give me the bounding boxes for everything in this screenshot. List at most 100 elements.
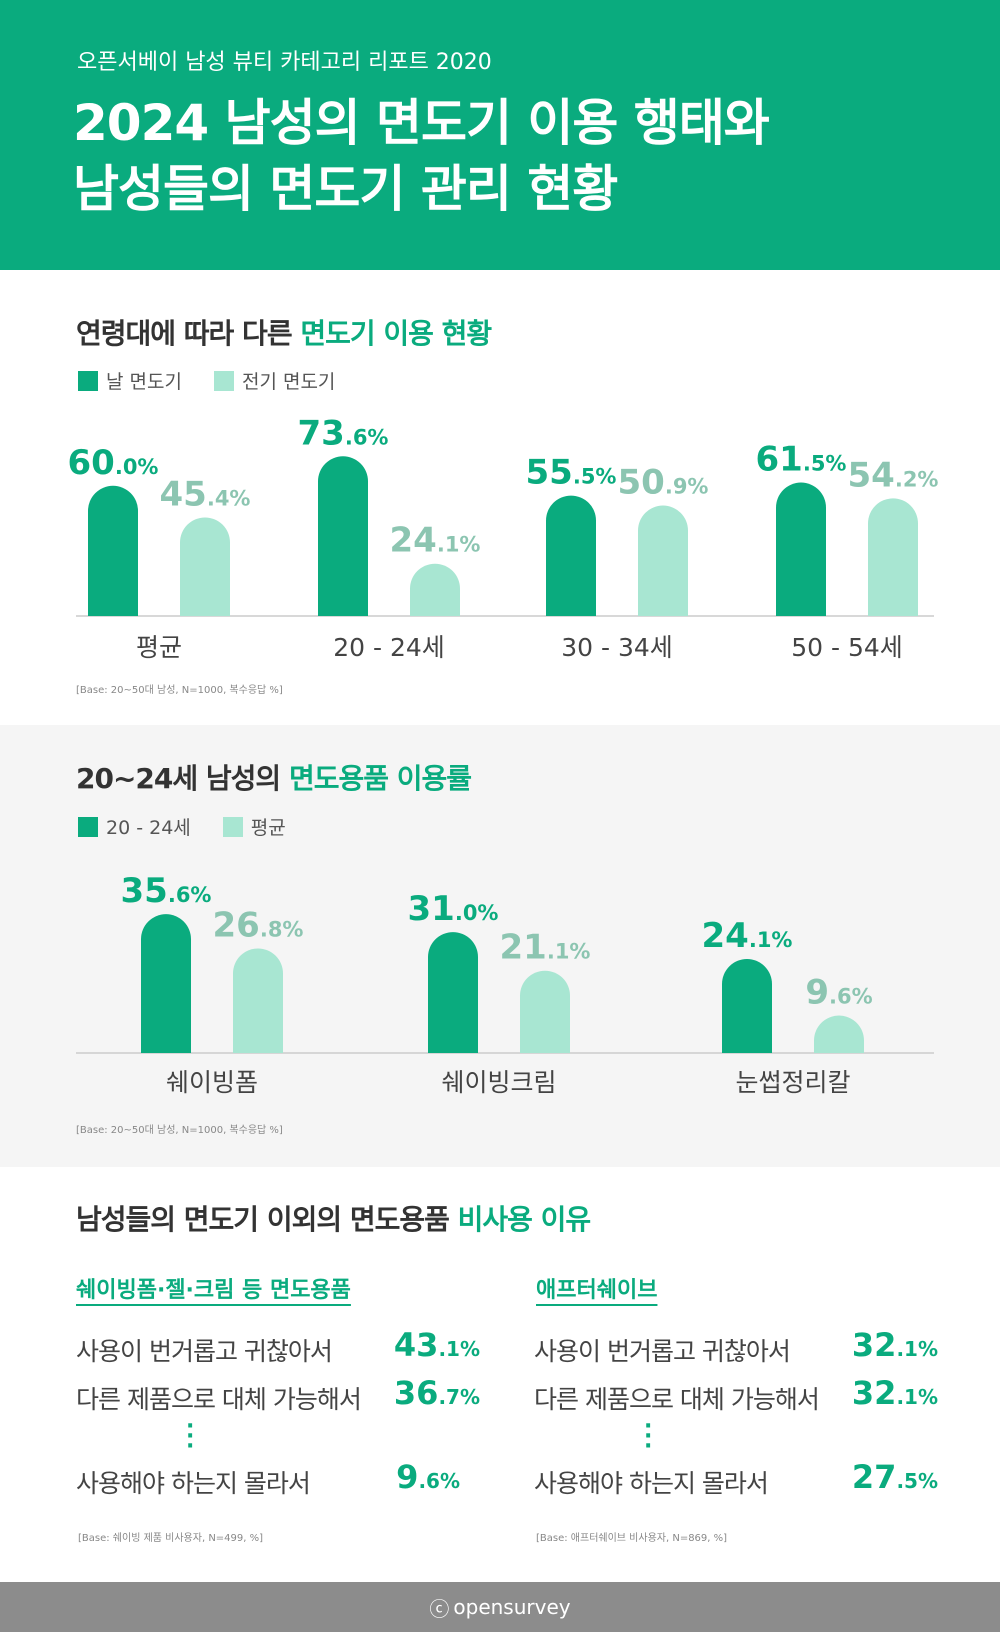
bar-secondary [868, 498, 918, 616]
category-label: 쉐이빙폼 [166, 1068, 258, 1097]
legend-label: 날 면도기 [106, 371, 182, 393]
bar-primary [776, 482, 826, 616]
percent-dec: .1% [896, 1337, 938, 1361]
percent-dec: .1% [896, 1385, 938, 1409]
percent-dec: .5% [896, 1469, 938, 1493]
section1-title-plain: 연령대에 따라 다른 [76, 317, 301, 350]
left-ellipsis-dots: · · · [186, 1414, 195, 1459]
right-column-title: 애프터쉐이브 [536, 1278, 658, 1303]
data-label: 35.6% [121, 871, 212, 911]
category-label: 20 - 24세 [333, 633, 445, 662]
copyright-mark: ⓒ [429, 1596, 450, 1621]
data-label: 55.5% [526, 453, 617, 493]
right-ellipsis-dots: · · · [644, 1414, 653, 1459]
bar-secondary [180, 517, 230, 616]
left-percent-1: 43.1% [360, 1326, 480, 1364]
section2-title-plain: 20~24세 남성의 [76, 762, 289, 795]
section2-title: 20~24세 남성의 면도용품 이용률 [76, 757, 472, 797]
category-label: 눈썹정리칼 [735, 1068, 850, 1097]
legend-swatch-dark [78, 816, 98, 837]
legend-label: 평균 [250, 817, 286, 839]
section3-title-highlight: 비사용 이유 [457, 1203, 592, 1236]
bar-primary [88, 485, 138, 616]
section1-title-highlight: 면도기 이용 현황 [300, 317, 492, 350]
data-label: 9.6% [805, 973, 872, 1013]
legend-label: 전기 면도기 [241, 371, 336, 393]
right-reason-2: 다른 제품으로 대체 가능해서 [534, 1385, 820, 1414]
section1-title: 연령대에 따라 다른 면도기 이용 현황 [76, 312, 492, 352]
section3-title-plain: 남성들의 면도기 이외의 면도용품 [76, 1203, 458, 1236]
title-line-1: 2024 남성의 면도기 이용 행태와 [73, 94, 770, 152]
legend-label: 20 - 24세 [106, 817, 191, 839]
legend-item-razor: 날 면도기 [78, 367, 182, 394]
legend-swatch-light [213, 370, 234, 391]
percent-int: 32 [851, 1326, 897, 1364]
percent-dec: .7% [438, 1385, 480, 1409]
legend-item-electric: 전기 면도기 [213, 367, 336, 394]
data-label: 54.2% [848, 455, 939, 495]
percent-dec: .1% [438, 1337, 480, 1361]
left-reason-1: 사용이 번거롭고 귀찮아서 [76, 1337, 333, 1366]
data-label: 31.0% [408, 889, 499, 929]
category-label: 30 - 34세 [561, 633, 673, 662]
right-reason-1: 사용이 번거롭고 귀찮아서 [534, 1337, 791, 1366]
data-label: 45.4% [160, 474, 251, 514]
bar-primary [546, 495, 596, 616]
header-banner: 오픈서베이 남성 뷰티 카테고리 리포트 2020 2024 남성의 면도기 이… [0, 0, 1000, 270]
report-subtitle: 오픈서베이 남성 뷰티 카테고리 리포트 2020 [77, 50, 492, 75]
percent-int: 27 [851, 1458, 897, 1496]
right-base-note: [Base: 애프터쉐이브 비사용자, N=869, %] [536, 1533, 728, 1544]
data-label: 61.5% [756, 440, 847, 480]
percent-int: 32 [851, 1374, 897, 1412]
legend-item-age: 20 - 24세 [78, 813, 191, 840]
data-label: 50.9% [618, 463, 709, 503]
left-percent-3: 9.6% [340, 1458, 460, 1496]
data-label: 21.1% [500, 928, 591, 968]
bar-primary [428, 932, 478, 1053]
left-percent-2: 36.7% [360, 1374, 480, 1412]
left-base-note: [Base: 쉐이빙 제품 비사용자, N=499, %] [78, 1533, 264, 1544]
left-column-title: 쉐이빙폼·젤·크림 등 면도용품 [76, 1278, 351, 1303]
section1-base-note: [Base: 20~50대 남성, N=1000, 복수응답 %] [76, 685, 283, 696]
left-reason-3: 사용해야 하는지 몰라서 [76, 1469, 311, 1498]
footer-bar: ⓒ opensurvey [0, 1582, 1000, 1632]
bar-secondary [410, 563, 460, 616]
bar-primary [141, 914, 191, 1053]
right-percent-3: 27.5% [818, 1458, 938, 1496]
section2-title-highlight: 면도용품 이용률 [288, 762, 472, 795]
legend-swatch-dark [78, 370, 98, 391]
category-label: 평균 [136, 633, 182, 662]
bar-secondary [233, 948, 283, 1053]
legend-item-average: 평균 [222, 813, 286, 840]
bar-primary [318, 456, 368, 616]
brand-logo-text: opensurvey [453, 1595, 571, 1619]
percent-int: 9 [396, 1458, 419, 1496]
data-label: 24.1% [702, 916, 793, 956]
left-reason-2: 다른 제품으로 대체 가능해서 [76, 1385, 362, 1414]
percent-int: 43 [393, 1326, 439, 1364]
chart-razor-usage-by-age: 60.0%45.4% 평균 73.6% 24.1% 20 - 24세 55.5% 50.9%… [68, 413, 939, 662]
category-label: 쉐이빙크림 [441, 1068, 556, 1097]
bar-secondary [638, 505, 688, 616]
bar-secondary [520, 970, 570, 1053]
right-percent-2: 32.1% [818, 1374, 938, 1412]
section2-legend: 20 - 24세 평균 [78, 813, 318, 840]
legend-swatch-light [222, 816, 243, 837]
right-reason-3: 사용해야 하는지 몰라서 [534, 1469, 769, 1498]
bar-primary [722, 959, 772, 1053]
section1-legend: 날 면도기 전기 면도기 [78, 367, 367, 394]
section3-title: 남성들의 면도기 이외의 면도용품 비사용 이유 [76, 1198, 592, 1238]
chart-shaving-product-usage: 35.6%26.8% 쉐이빙폼 31.0%21.1% 쉐이빙크림 24.1% 9.6% 눈썹… [76, 871, 934, 1097]
category-label: 50 - 54세 [791, 633, 903, 662]
section2-base-note: [Base: 20~50대 남성, N=1000, 복수응답 %] [76, 1125, 283, 1136]
data-label: 73.6% [298, 413, 389, 453]
percent-dec: .6% [418, 1469, 460, 1493]
percent-int: 36 [393, 1374, 439, 1412]
data-label: 60.0% [68, 443, 159, 483]
right-percent-1: 32.1% [818, 1326, 938, 1364]
bar-secondary [814, 1015, 864, 1053]
data-label: 26.8% [213, 905, 304, 945]
data-label: 24.1% [390, 521, 481, 561]
title-line-2: 남성들의 면도기 관리 현황 [73, 160, 618, 218]
